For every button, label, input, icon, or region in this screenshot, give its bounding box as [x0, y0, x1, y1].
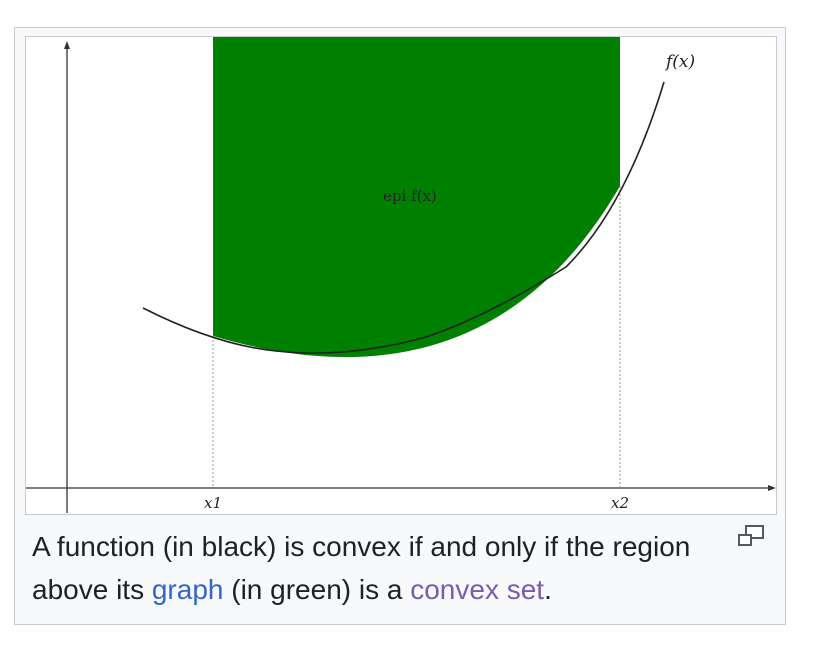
figure-thumbnail: f(x) epi f(x) x1 x2 A function (in black… — [14, 27, 786, 625]
figure-image[interactable]: f(x) epi f(x) x1 x2 — [25, 36, 777, 515]
function-curve — [142, 81, 665, 354]
x-axis-arrow — [768, 485, 776, 491]
figure-caption: A function (in black) is convex if and o… — [32, 525, 712, 611]
caption-text-before: A function (in black) is convex if and o… — [32, 531, 691, 605]
magnify-clip-icon[interactable] — [737, 525, 765, 547]
convex-set-link[interactable]: convex set — [410, 574, 545, 605]
caption-text-after: . — [544, 574, 552, 605]
region-label: epi f(x) — [383, 187, 437, 205]
caption-text-middle: (in green) is a — [223, 574, 411, 605]
epigraph-region — [213, 37, 620, 358]
graph-link[interactable]: graph — [151, 574, 224, 605]
epigraph-diagram: f(x) epi f(x) x1 x2 — [26, 37, 776, 513]
x1-tick-label: x1 — [204, 494, 222, 512]
x2-tick-label: x2 — [611, 494, 629, 512]
function-label: f(x) — [664, 52, 695, 72]
y-axis-arrow — [64, 41, 70, 49]
